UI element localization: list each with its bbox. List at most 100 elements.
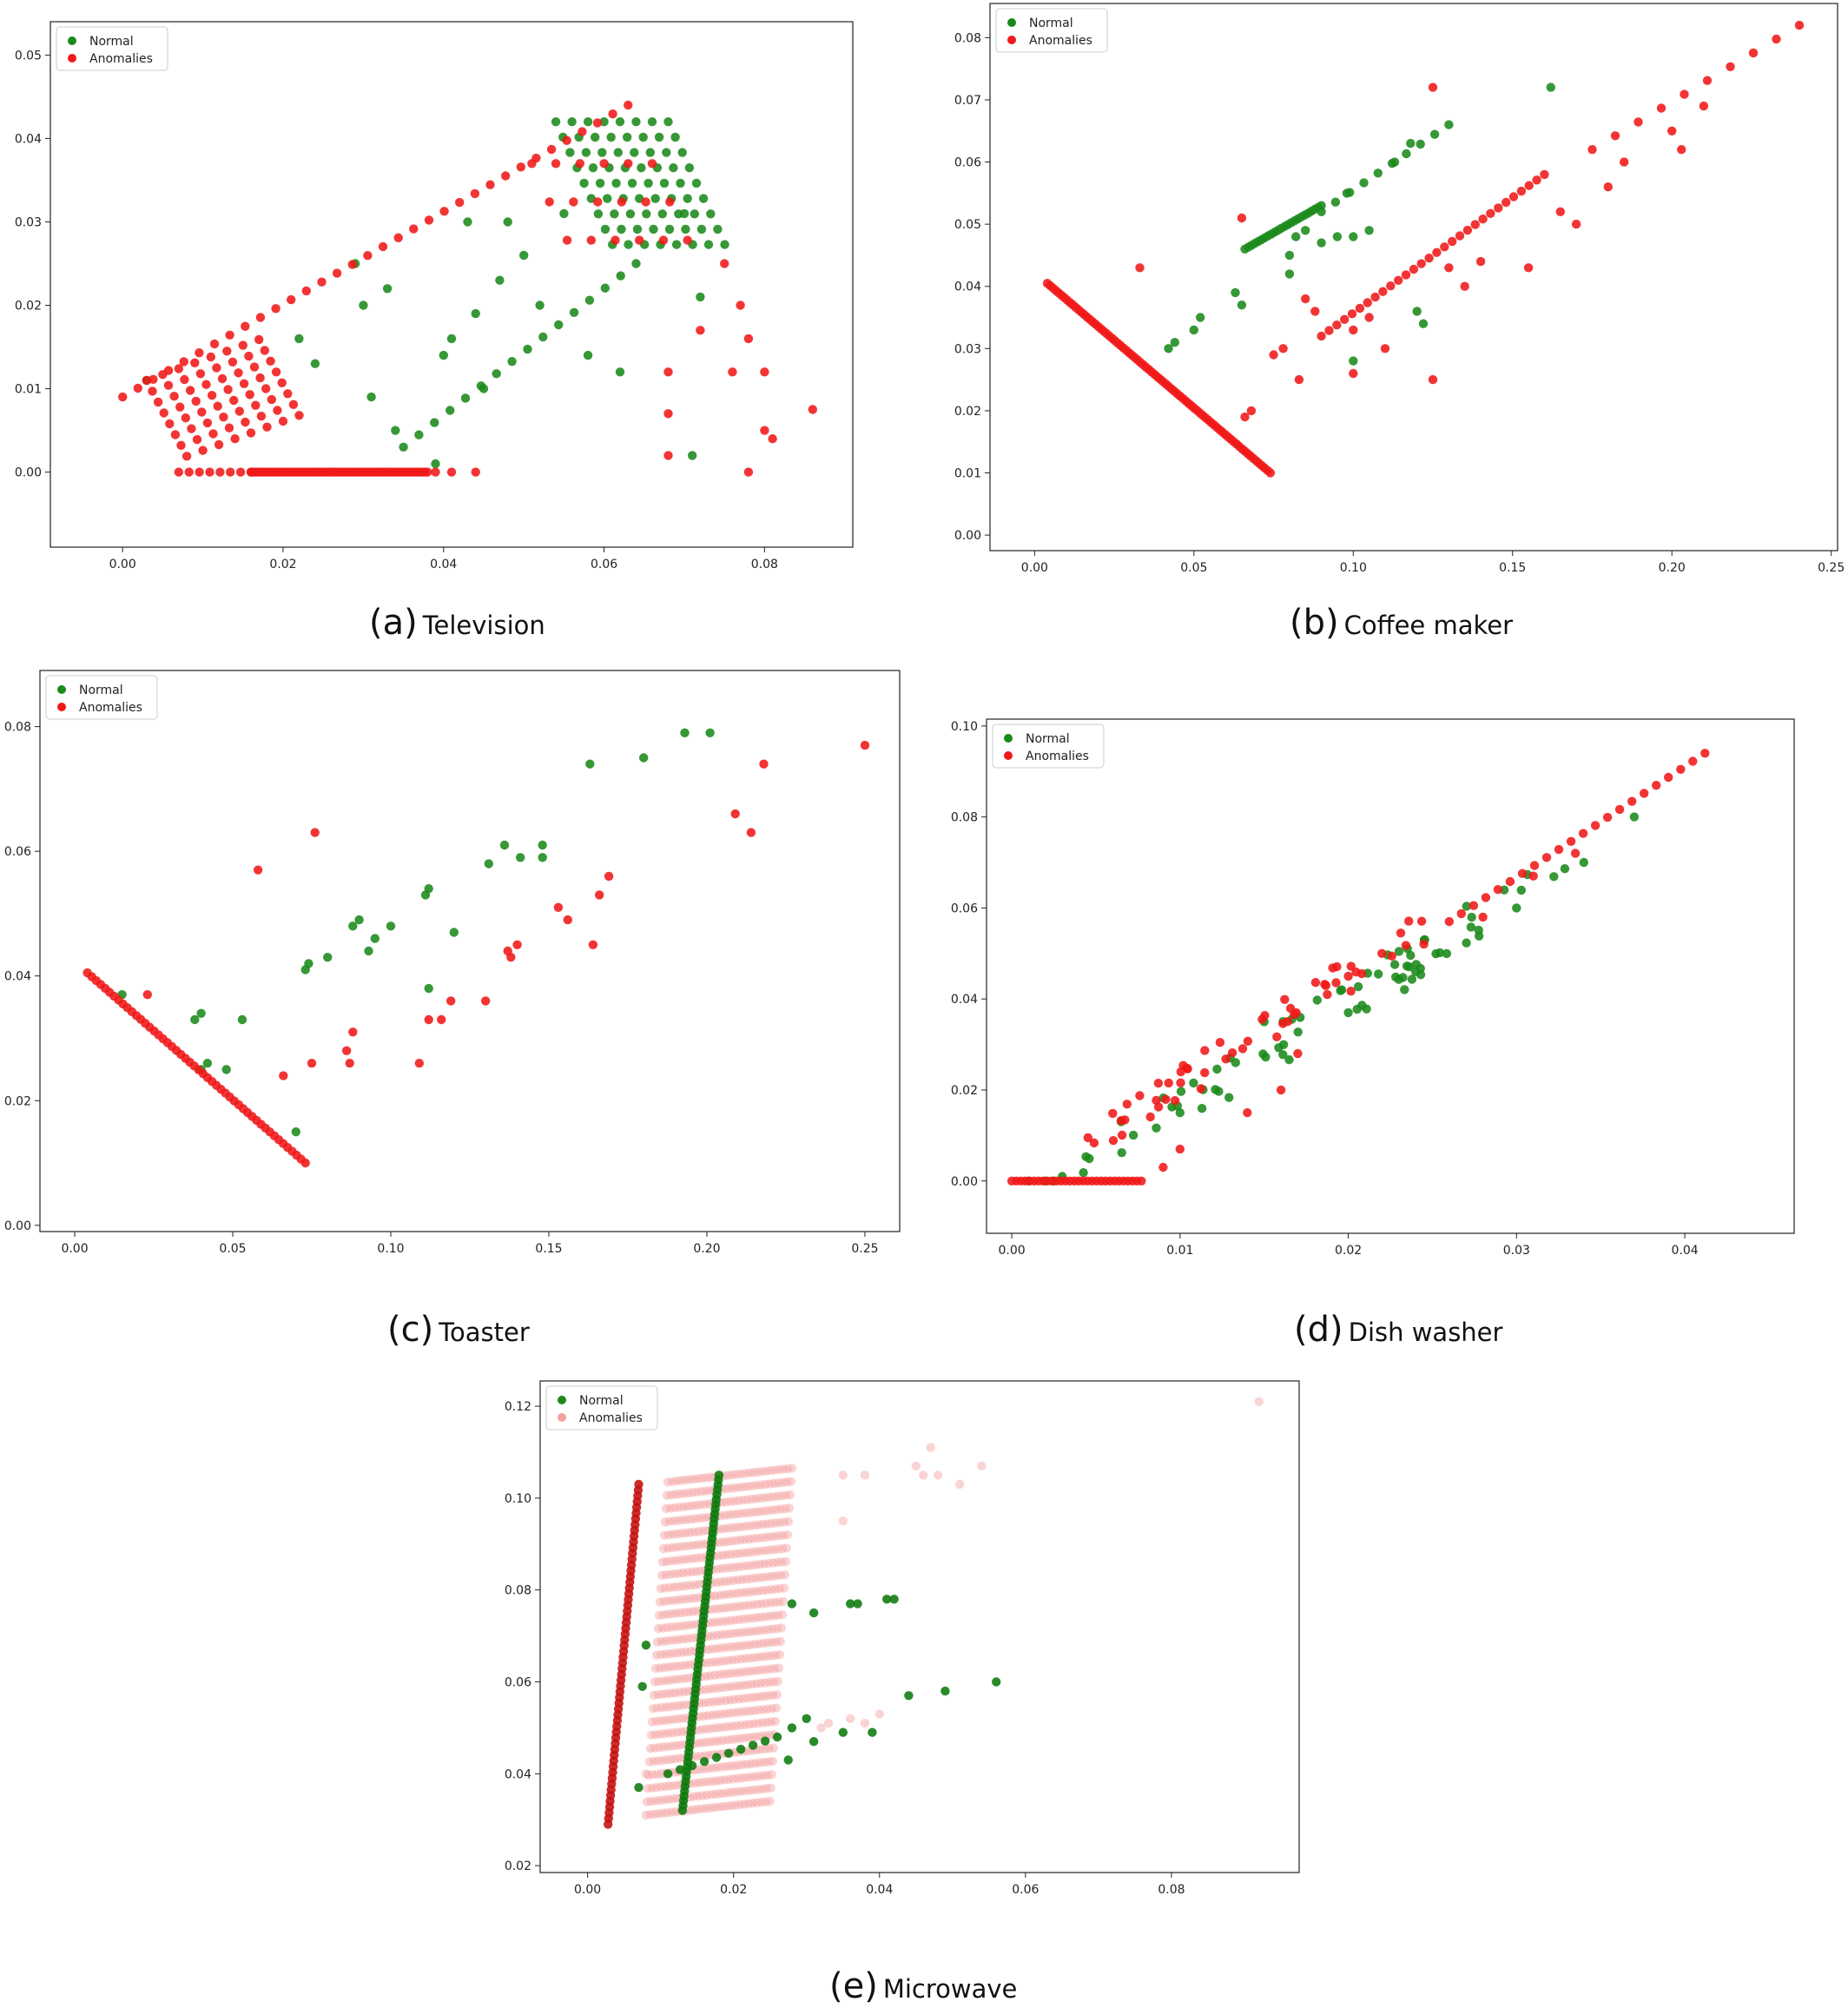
point-anomalies	[724, 1642, 734, 1652]
point-normal	[623, 132, 632, 142]
plot-frame	[539, 1380, 1300, 1873]
point-anomalies	[729, 1707, 738, 1718]
point-normal	[495, 275, 505, 285]
point-anomalies	[667, 1476, 677, 1487]
point-anomalies	[736, 1734, 745, 1743]
y-tick-label: 0.07	[954, 94, 981, 108]
point-anomalies	[653, 1690, 663, 1700]
point-anomalies	[715, 1656, 724, 1667]
point-normal	[569, 307, 579, 317]
points-group	[118, 100, 817, 477]
point-normal	[711, 1753, 722, 1762]
point-anomalies	[730, 1549, 740, 1559]
point-normal	[1293, 1027, 1303, 1037]
point-anomalies	[739, 1482, 749, 1492]
point-normal	[706, 209, 716, 219]
point-normal	[846, 1599, 855, 1608]
point-anomalies	[665, 1701, 675, 1712]
point-anomalies	[635, 235, 644, 245]
point-normal	[600, 224, 610, 234]
x-tick-label: 0.06	[1012, 1883, 1039, 1897]
point-anomalies	[668, 1529, 678, 1539]
point-anomalies	[1310, 978, 1321, 987]
point-normal	[882, 1595, 892, 1604]
point-anomalies	[719, 1656, 729, 1666]
point-anomalies	[437, 1014, 446, 1025]
point-anomalies	[685, 1594, 695, 1603]
point-normal	[1407, 974, 1417, 984]
point-anomalies	[731, 1470, 742, 1479]
point-anomalies	[977, 1461, 987, 1471]
y-tick-label: 0.10	[951, 720, 978, 734]
point-anomalies	[738, 1562, 748, 1571]
x-tick-label: 0.00	[109, 558, 136, 571]
point-normal	[538, 853, 547, 862]
point-anomalies	[1176, 1067, 1186, 1077]
point-anomalies	[754, 1771, 764, 1781]
point-anomalies	[653, 1756, 663, 1766]
point-anomalies	[714, 1670, 723, 1680]
point-anomalies	[762, 1704, 773, 1714]
point-anomalies	[689, 1474, 698, 1484]
point-anomalies	[439, 207, 449, 216]
point-normal	[414, 430, 424, 439]
point-anomalies	[669, 1714, 678, 1725]
point-anomalies	[118, 392, 128, 402]
point-anomalies	[740, 1733, 749, 1743]
point-anomalies	[752, 1547, 762, 1556]
point-anomalies	[669, 1648, 678, 1658]
point-anomalies	[774, 1531, 784, 1541]
point-anomalies	[750, 1759, 761, 1768]
plot-frame	[986, 718, 1795, 1234]
point-normal	[1412, 307, 1422, 316]
point-anomalies	[658, 1610, 669, 1620]
point-anomalies	[255, 313, 266, 322]
point-anomalies	[1227, 1048, 1238, 1058]
point-normal	[1373, 168, 1383, 178]
point-anomalies	[1409, 264, 1419, 274]
legend-marker	[1004, 734, 1013, 743]
point-anomalies	[716, 1643, 726, 1653]
point-anomalies	[684, 1475, 694, 1484]
point-anomalies	[713, 1551, 723, 1561]
point-anomalies	[676, 1674, 685, 1684]
y-tick-label: 0.00	[954, 529, 981, 543]
point-anomalies	[756, 1626, 765, 1635]
point-anomalies	[647, 159, 657, 168]
point-anomalies	[764, 1677, 775, 1688]
point-normal	[853, 1599, 862, 1608]
legend-marker	[1004, 751, 1013, 760]
point-normal	[1398, 973, 1408, 982]
point-anomalies	[774, 1597, 784, 1607]
point-anomalies	[699, 1513, 709, 1523]
point-anomalies	[674, 1569, 683, 1578]
point-anomalies	[673, 1648, 683, 1658]
point-anomalies	[551, 159, 561, 168]
point-anomalies	[693, 1725, 703, 1735]
point-anomalies	[721, 1761, 730, 1772]
point-anomalies	[755, 1639, 764, 1648]
point-anomalies	[750, 1507, 760, 1517]
point-anomalies	[760, 426, 769, 435]
point-anomalies	[741, 1720, 750, 1730]
y-tick-label: 0.05	[954, 218, 981, 232]
y-tick-label: 0.02	[4, 1094, 31, 1108]
point-anomalies	[769, 1611, 779, 1621]
point-anomalies	[689, 1607, 698, 1616]
point-anomalies	[663, 1728, 673, 1738]
point-anomalies	[740, 1469, 749, 1478]
point-anomalies	[723, 1669, 732, 1679]
point-anomalies	[644, 1770, 654, 1780]
point-anomalies	[749, 1772, 760, 1781]
point-anomalies	[702, 1658, 712, 1668]
point-normal	[696, 292, 705, 302]
point-anomalies	[764, 1492, 774, 1503]
point-anomalies	[1343, 971, 1353, 981]
point-anomalies	[693, 1540, 703, 1549]
point-anomalies	[739, 1615, 749, 1624]
point-anomalies	[1416, 916, 1427, 926]
point-anomalies	[643, 1784, 653, 1793]
point-anomalies	[733, 1509, 742, 1519]
point-anomalies	[719, 1523, 729, 1534]
point-anomalies	[1481, 893, 1491, 902]
